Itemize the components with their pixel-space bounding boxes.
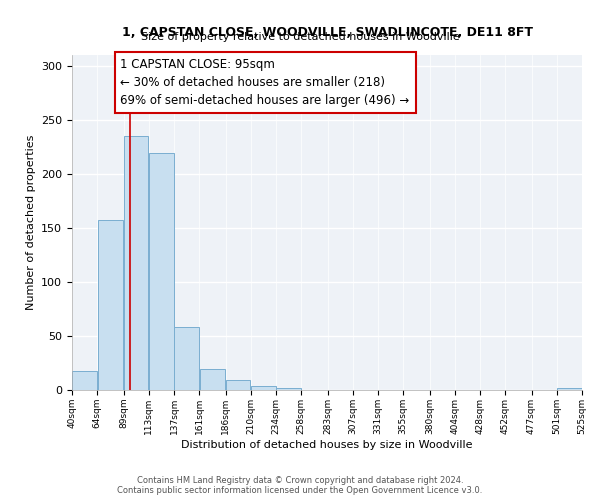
X-axis label: Distribution of detached houses by size in Woodville: Distribution of detached houses by size …	[181, 440, 473, 450]
Bar	[124, 136, 148, 390]
Text: 1 CAPSTAN CLOSE: 95sqm
← 30% of detached houses are smaller (218)
69% of semi-de: 1 CAPSTAN CLOSE: 95sqm ← 30% of detached…	[121, 58, 410, 108]
Bar	[200, 370, 225, 390]
Bar	[251, 386, 275, 390]
Bar	[98, 220, 123, 390]
Bar	[175, 328, 199, 390]
Title: 1, CAPSTAN CLOSE, WOODVILLE, SWADLINCOTE, DE11 8FT: 1, CAPSTAN CLOSE, WOODVILLE, SWADLINCOTE…	[121, 26, 533, 38]
Bar	[149, 154, 173, 390]
Bar	[226, 380, 250, 390]
Text: Size of property relative to detached houses in Woodville: Size of property relative to detached ho…	[140, 32, 460, 42]
Y-axis label: Number of detached properties: Number of detached properties	[26, 135, 35, 310]
Bar	[557, 388, 581, 390]
Bar	[277, 388, 301, 390]
Text: Contains HM Land Registry data © Crown copyright and database right 2024.
Contai: Contains HM Land Registry data © Crown c…	[118, 476, 482, 495]
Bar	[73, 370, 97, 390]
